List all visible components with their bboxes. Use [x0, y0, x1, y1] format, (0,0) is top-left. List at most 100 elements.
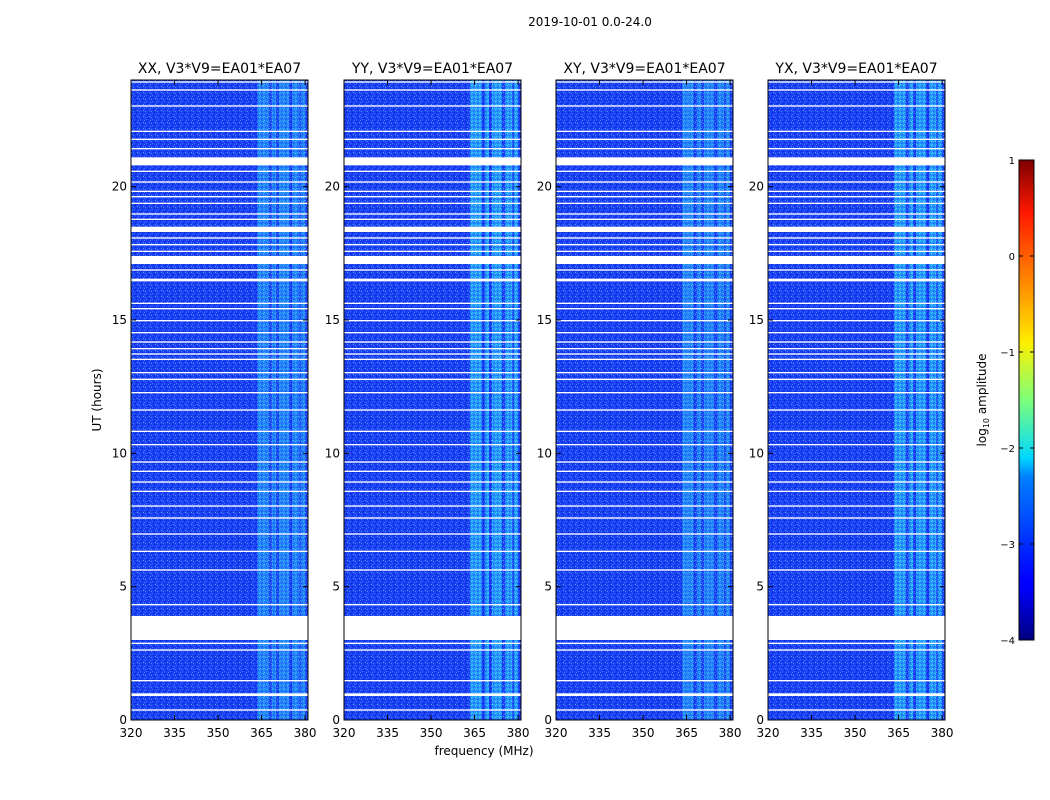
flagged-row-14 — [768, 470, 945, 472]
flagged-row-12 — [131, 490, 308, 492]
heatmap-background — [344, 80, 521, 720]
flagged-row-16 — [131, 444, 308, 446]
bright-band-0 — [257, 80, 269, 720]
flagged-row-45 — [556, 148, 733, 150]
panel-title: XY, V3*V9=EA01*EA07 — [563, 61, 725, 77]
flagged-row-30 — [344, 278, 521, 282]
flagged-row-18 — [556, 409, 733, 411]
flagged-row-44 — [768, 157, 945, 166]
flagged-row-33 — [344, 250, 521, 252]
flagged-row-37 — [556, 218, 733, 220]
panel-frame — [767, 79, 946, 721]
flagged-row-23 — [556, 353, 733, 355]
heatmap-image — [131, 80, 308, 720]
flagged-row-3 — [344, 709, 521, 711]
flagged-row-41 — [344, 190, 521, 192]
flagged-row-49 — [768, 89, 945, 91]
flagged-row-27 — [556, 320, 733, 322]
flagged-row-16 — [556, 444, 733, 446]
flagged-row-36 — [344, 226, 521, 232]
flagged-row-22 — [344, 358, 521, 360]
flagged-row-44 — [131, 157, 308, 166]
flagged-row-26 — [131, 332, 308, 334]
flagged-row-25 — [556, 341, 733, 343]
flagged-row-35 — [556, 237, 733, 239]
panel-yy: YY, V3*V9=EA01*EA07 320 335 350 365 380 0 5 10 15… — [325, 61, 530, 740]
flagged-row-20 — [556, 378, 733, 380]
x-tick-label: 380 — [719, 726, 742, 740]
flagged-row-47 — [768, 130, 945, 132]
flagged-row-17 — [344, 430, 521, 432]
y-tick-label: 5 — [544, 580, 552, 594]
flagged-row-10 — [344, 517, 521, 519]
panel-yx: YX, V3*V9=EA01*EA07 320 335 350 365 380 0 5 10 15… — [749, 61, 954, 740]
y-tick-label: 10 — [537, 446, 552, 460]
flagged-row-19 — [344, 392, 521, 394]
flagged-row-48 — [768, 105, 945, 107]
flagged-row-29 — [131, 302, 308, 304]
flagged-row-46 — [131, 138, 308, 140]
panel-frame — [555, 79, 734, 721]
flagged-row-42 — [344, 181, 521, 183]
flagged-row-37 — [768, 218, 945, 220]
flagged-row-20 — [344, 378, 521, 380]
flagged-row-32 — [131, 256, 308, 264]
x-tick-label: 380 — [294, 726, 317, 740]
flagged-row-35 — [344, 237, 521, 239]
flagged-row-32 — [344, 256, 521, 264]
flagged-row-23 — [131, 353, 308, 355]
x-tick-label: 335 — [163, 726, 186, 740]
flagged-row-9 — [344, 533, 521, 535]
y-tick-label: 10 — [325, 446, 340, 460]
flagged-row-2 — [768, 680, 945, 682]
bright-band-2 — [278, 80, 290, 720]
flagged-row-1 — [556, 693, 733, 696]
y-tick-label: 10 — [749, 446, 764, 460]
bright-band-1 — [484, 80, 490, 720]
flagged-row-0 — [768, 616, 945, 640]
flagged-row-38 — [131, 213, 308, 215]
flagged-row-9 — [768, 533, 945, 535]
flagged-row-41 — [556, 190, 733, 192]
flagged-row-3 — [556, 709, 733, 711]
flagged-row-50 — [344, 81, 521, 83]
colorbar-tick-label: −4 — [1000, 636, 1015, 647]
flagged-row-9 — [556, 533, 733, 535]
flagged-row-10 — [131, 517, 308, 519]
x-tick-label: 320 — [757, 726, 780, 740]
flagged-row-38 — [768, 213, 945, 215]
flagged-row-44 — [556, 157, 733, 166]
panel-xx: XX, V3*V9=EA01*EA07 320 335 350 365 380 0 5 10 15… — [112, 61, 317, 740]
flagged-row-4 — [556, 649, 733, 651]
flagged-row-0 — [556, 616, 733, 640]
flagged-row-16 — [344, 444, 521, 446]
y-tick-label: 20 — [537, 180, 552, 194]
flagged-row-28 — [556, 308, 733, 310]
flagged-row-7 — [344, 569, 521, 571]
flagged-row-18 — [768, 409, 945, 411]
flagged-row-36 — [556, 226, 733, 232]
flagged-row-39 — [556, 202, 733, 204]
flagged-row-12 — [768, 490, 945, 492]
flagged-row-21 — [131, 372, 308, 374]
panel-xy: XY, V3*V9=EA01*EA07 320 335 350 365 380 0 5 10 15… — [537, 61, 742, 740]
x-tick-label: 350 — [844, 726, 867, 740]
x-tick-label: 365 — [675, 726, 698, 740]
flagged-row-12 — [344, 490, 521, 492]
flagged-row-32 — [768, 256, 945, 264]
flagged-row-37 — [344, 218, 521, 220]
flagged-row-38 — [556, 213, 733, 215]
flagged-row-49 — [344, 89, 521, 91]
x-tick-label: 350 — [632, 726, 655, 740]
flagged-row-29 — [556, 302, 733, 304]
flagged-row-39 — [344, 202, 521, 204]
flagged-row-15 — [344, 461, 521, 463]
flagged-row-10 — [556, 517, 733, 519]
flagged-row-31 — [344, 269, 521, 271]
suptitle: 2019-10-01 0.0-24.0 — [528, 15, 652, 29]
flagged-row-1 — [768, 693, 945, 696]
flagged-row-9 — [131, 533, 308, 535]
flagged-row-50 — [556, 81, 733, 83]
flagged-row-14 — [344, 470, 521, 472]
colorbar-label-main: log — [975, 428, 989, 446]
